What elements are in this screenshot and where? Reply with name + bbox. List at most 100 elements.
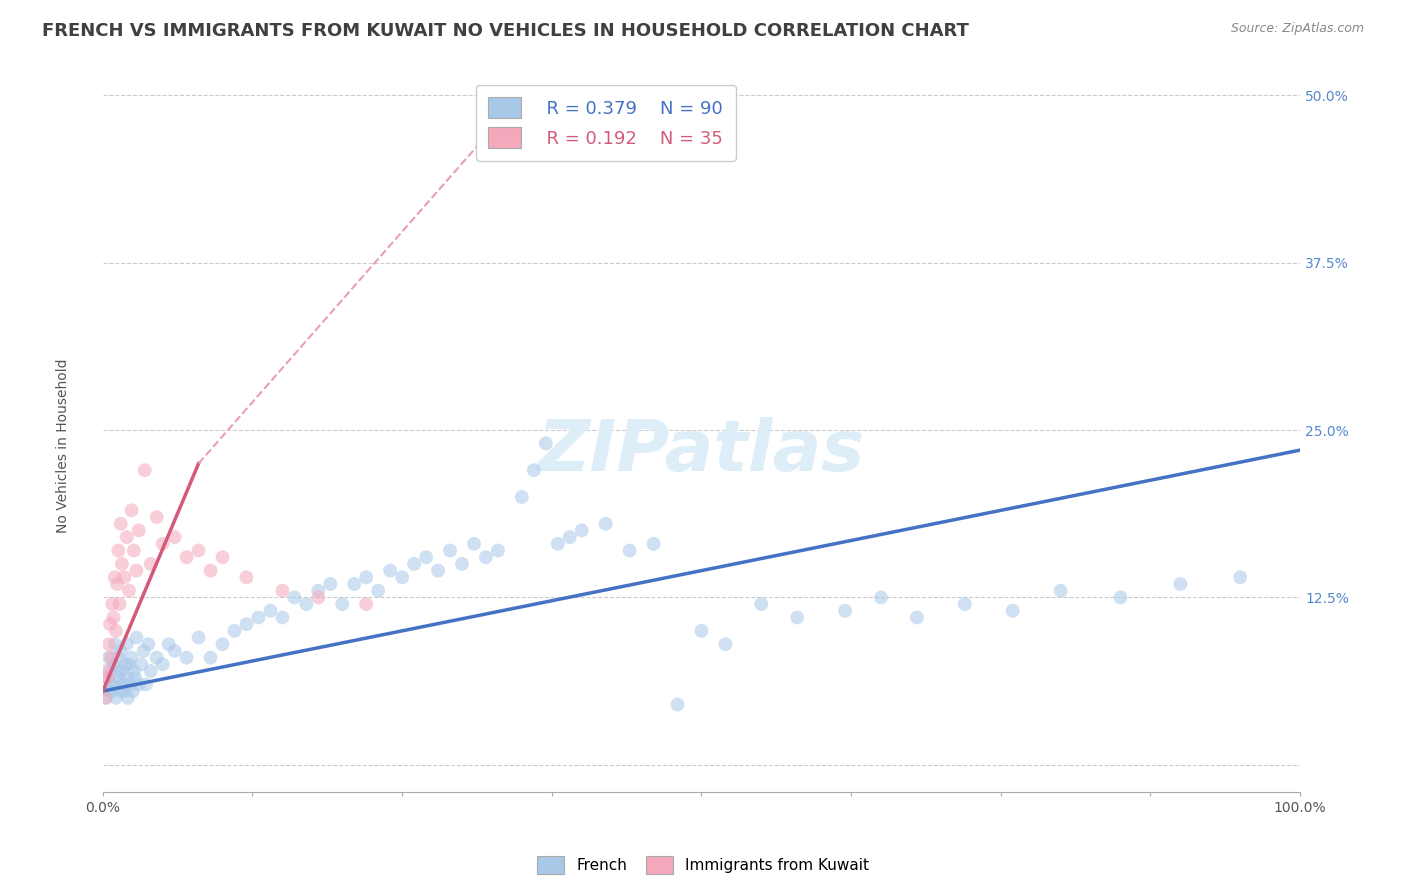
Point — [100, 677, 122, 691]
Text: Source: ZipAtlas.com: Source: ZipAtlas.com — [1230, 22, 1364, 36]
Point — [110, 644, 132, 658]
Point — [271, 583, 294, 598]
Point — [94, 690, 117, 705]
Point — [128, 677, 150, 691]
Point — [176, 550, 198, 565]
Point — [547, 537, 569, 551]
Point — [96, 664, 118, 678]
Point — [354, 597, 377, 611]
Point — [486, 543, 509, 558]
Point — [283, 591, 305, 605]
Point — [427, 564, 450, 578]
Point — [125, 564, 148, 578]
Point — [534, 436, 557, 450]
Point — [112, 570, 135, 584]
Text: FRENCH VS IMMIGRANTS FROM KUWAIT NO VEHICLES IN HOUSEHOLD CORRELATION CHART: FRENCH VS IMMIGRANTS FROM KUWAIT NO VEHI… — [42, 22, 969, 40]
Legend:   R = 0.379    N = 90,   R = 0.192    N = 35: R = 0.379 N = 90, R = 0.192 N = 35 — [475, 85, 735, 161]
Point — [235, 617, 257, 632]
Point — [1229, 570, 1251, 584]
Point — [120, 677, 142, 691]
Point — [136, 637, 159, 651]
Point — [115, 530, 138, 544]
Point — [378, 564, 401, 578]
Point — [152, 657, 174, 672]
Point — [139, 557, 162, 571]
Point — [463, 537, 485, 551]
Point — [187, 631, 209, 645]
Point — [122, 543, 145, 558]
Point — [200, 650, 222, 665]
Point — [104, 570, 127, 584]
Point — [118, 657, 141, 672]
Point — [271, 610, 294, 624]
Point — [108, 597, 131, 611]
Point — [415, 550, 437, 565]
Point — [523, 463, 546, 477]
Point — [111, 557, 134, 571]
Point — [112, 677, 135, 691]
Point — [134, 463, 156, 477]
Point — [132, 644, 155, 658]
Point — [97, 650, 120, 665]
Point — [595, 516, 617, 531]
Point — [211, 550, 233, 565]
Point — [98, 617, 121, 632]
Point — [104, 624, 127, 638]
Point — [953, 597, 976, 611]
Point — [118, 583, 141, 598]
Text: No Vehicles in Household: No Vehicles in Household — [56, 359, 70, 533]
Point — [391, 570, 413, 584]
Point — [101, 684, 124, 698]
Point — [786, 610, 808, 624]
Point — [107, 650, 129, 665]
Point — [905, 610, 928, 624]
Point — [103, 610, 125, 624]
Point — [200, 564, 222, 578]
Point — [295, 597, 318, 611]
Point — [124, 671, 146, 685]
Point — [176, 650, 198, 665]
Point — [1109, 591, 1132, 605]
Point — [103, 657, 125, 672]
Point — [100, 650, 122, 665]
Point — [110, 684, 132, 698]
Point — [105, 577, 128, 591]
Point — [714, 637, 737, 651]
Point — [114, 657, 136, 672]
Point — [111, 664, 134, 678]
Point — [117, 690, 139, 705]
Point — [101, 597, 124, 611]
Point — [510, 490, 533, 504]
Point — [643, 537, 665, 551]
Point — [475, 550, 498, 565]
Point — [870, 591, 893, 605]
Point — [110, 516, 132, 531]
Point — [97, 671, 120, 685]
Point — [107, 543, 129, 558]
Point — [834, 604, 856, 618]
Point — [451, 557, 474, 571]
Point — [157, 637, 180, 651]
Point — [104, 637, 127, 651]
Text: ZIPatlas: ZIPatlas — [537, 417, 865, 486]
Point — [145, 650, 167, 665]
Point — [97, 637, 120, 651]
Point — [115, 671, 138, 685]
Point — [122, 664, 145, 678]
Point — [152, 537, 174, 551]
Point — [97, 684, 120, 698]
Point — [307, 583, 329, 598]
Point — [319, 577, 342, 591]
Point — [343, 577, 366, 591]
Point — [187, 543, 209, 558]
Point — [690, 624, 713, 638]
Point — [749, 597, 772, 611]
Point — [367, 583, 389, 598]
Point — [112, 684, 135, 698]
Point — [1001, 604, 1024, 618]
Point — [145, 510, 167, 524]
Point — [247, 610, 270, 624]
Point — [105, 664, 128, 678]
Point — [558, 530, 581, 544]
Point — [330, 597, 353, 611]
